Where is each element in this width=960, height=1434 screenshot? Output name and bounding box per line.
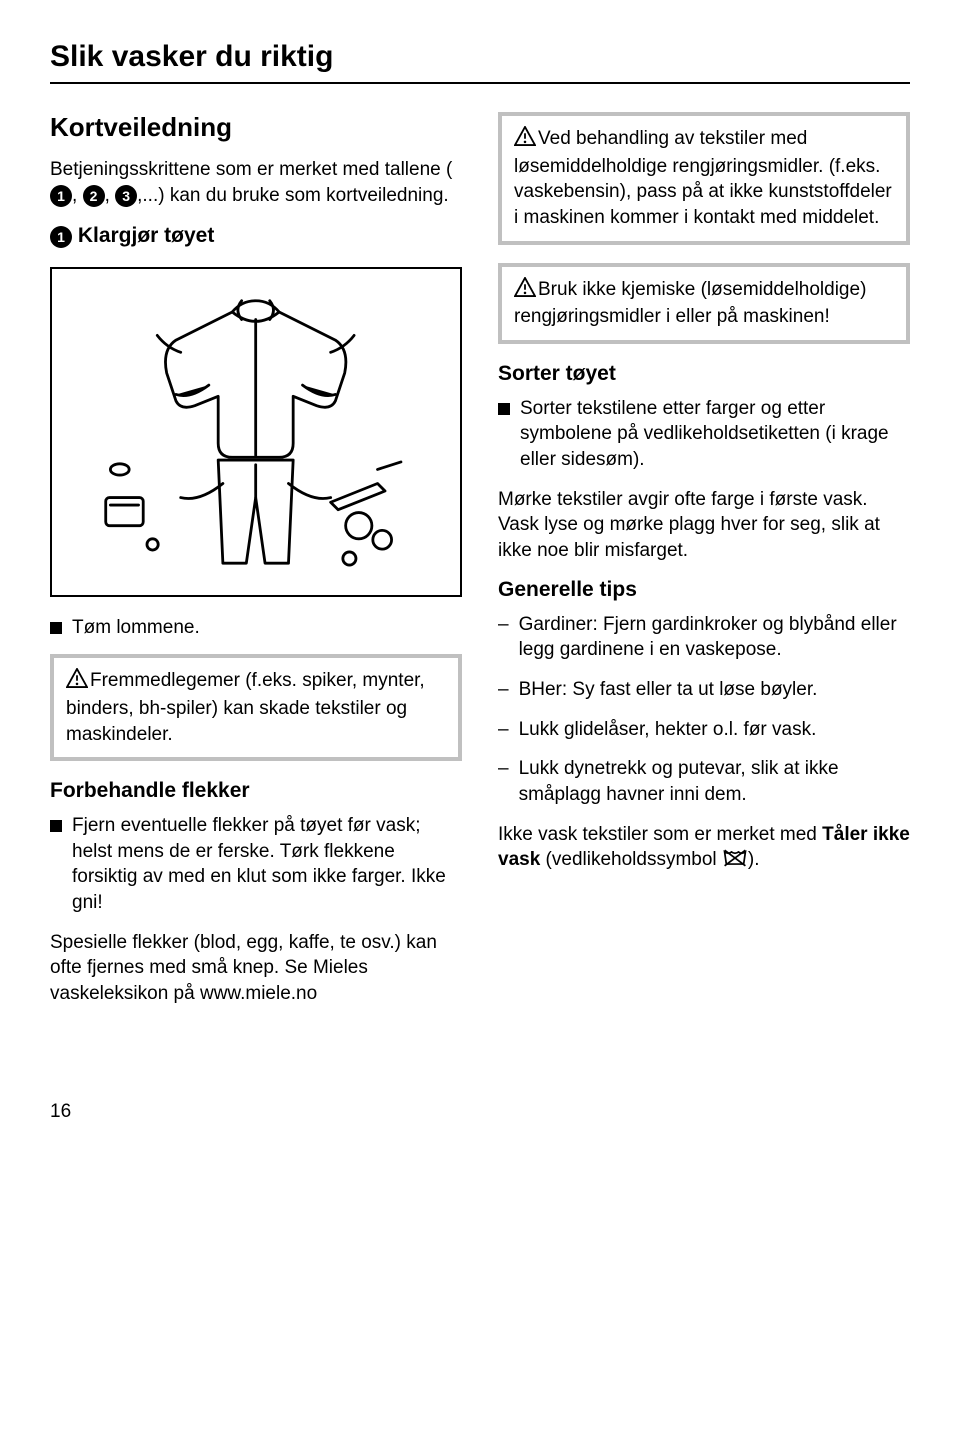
right-column: Ved behandling av tekstiler med løsemidd… — [498, 112, 910, 1021]
spesielle-flekker-text: Spesielle flekker (blod, egg, kaffe, te … — [50, 930, 462, 1007]
clothes-illustration — [50, 267, 462, 597]
fremmedlegemer-text: Fremmedlegemer (f.eks. spiker, mynter, b… — [66, 670, 425, 744]
losemiddel-text: Ved behandling av tekstiler med løsemidd… — [514, 128, 892, 228]
tom-lommene-bullet: Tøm lommene. — [50, 615, 462, 641]
tip-glidelaser-text: Lukk glidelåser, hekter o.l. før vask. — [519, 717, 817, 743]
ikke-vask-end: ). — [748, 849, 760, 870]
generelle-heading: Generelle tips — [498, 578, 910, 602]
warning-triangle-icon — [514, 277, 536, 305]
dash-icon: – — [498, 756, 509, 782]
tom-lommene-text: Tøm lommene. — [72, 615, 200, 641]
fjern-flekker-bullet: Fjern eventuelle flekker på tøyet før va… — [50, 813, 462, 916]
step-1-num-icon: 1 — [50, 226, 72, 248]
circled-num-1-icon: 1 — [50, 185, 72, 207]
tip-dynetrekk-text: Lukk dynetrekk og putevar, slik at ikke … — [519, 756, 910, 807]
fremmedlegemer-warning: Fremmedlegemer (f.eks. spiker, mynter, b… — [50, 654, 462, 761]
warning-triangle-icon — [66, 668, 88, 696]
tip-dynetrekk: – Lukk dynetrekk og putevar, slik at ikk… — [498, 756, 910, 807]
tip-bher: – BHer: Sy fast eller ta ut løse bøyler. — [498, 677, 910, 703]
tip-bher-text: BHer: Sy fast eller ta ut løse bøyler. — [519, 677, 818, 703]
warning-triangle-icon — [514, 126, 536, 154]
dash-icon: – — [498, 612, 509, 638]
losemiddel-warning: Ved behandling av tekstiler med løsemidd… — [498, 112, 910, 245]
intro-post: ,...) kan du bruke som kortveiledning. — [137, 185, 449, 206]
circled-num-2-icon: 2 — [83, 185, 105, 207]
page-number: 16 — [50, 1101, 910, 1123]
sorter-heading: Sorter tøyet — [498, 362, 910, 386]
step-1-label: Klargjør tøyet — [72, 224, 214, 247]
step-1-line: 1 Klargjør tøyet — [50, 222, 462, 250]
intro-mid1: , — [72, 185, 83, 206]
square-bullet-icon — [50, 622, 62, 634]
tip-gardiner: – Gardiner: Fjern gardinkroker og blybån… — [498, 612, 910, 663]
page-title: Slik vasker du riktig — [50, 40, 910, 84]
tip-glidelaser: – Lukk glidelåser, hekter o.l. før vask. — [498, 717, 910, 743]
ikke-vask-post: (vedlikeholdssymbol — [540, 849, 722, 870]
forbehandle-heading: Forbehandle flekker — [50, 779, 462, 803]
sorter-bullet-text: Sorter tekstilene etter farger og etter … — [520, 396, 910, 473]
kortveiledning-heading: Kortveiledning — [50, 112, 462, 143]
ikke-vask-paragraph: Ikke vask tekstiler som er merket med Tå… — [498, 822, 910, 877]
tip-gardiner-text: Gardiner: Fjern gardinkroker og blybånd … — [519, 612, 910, 663]
kjemiske-text: Bruk ikke kjemiske (løsemiddelholdige) r… — [514, 279, 866, 328]
morke-tekstiler-text: Mørke tekstiler avgir ofte farge i først… — [498, 487, 910, 564]
circled-num-3-icon: 3 — [115, 185, 137, 207]
sorter-bullet: Sorter tekstilene etter farger og etter … — [498, 396, 910, 473]
ikke-vask-pre: Ikke vask tekstiler som er merket med — [498, 824, 822, 845]
dash-icon: – — [498, 717, 509, 743]
dash-icon: – — [498, 677, 509, 703]
square-bullet-icon — [50, 820, 62, 832]
kjemiske-warning: Bruk ikke kjemiske (løsemiddelholdige) r… — [498, 263, 910, 344]
no-wash-symbol-icon — [722, 847, 748, 877]
clothes-illustration-svg — [68, 282, 443, 582]
intro-pre: Betjeningsskrittene som er merket med ta… — [50, 159, 452, 180]
square-bullet-icon — [498, 403, 510, 415]
left-column: Kortveiledning Betjeningsskrittene som e… — [50, 112, 462, 1021]
fjern-flekker-text: Fjern eventuelle flekker på tøyet før va… — [72, 813, 462, 916]
two-column-layout: Kortveiledning Betjeningsskrittene som e… — [50, 112, 910, 1021]
intro-mid2: , — [105, 185, 116, 206]
intro-paragraph: Betjeningsskrittene som er merket med ta… — [50, 157, 462, 208]
